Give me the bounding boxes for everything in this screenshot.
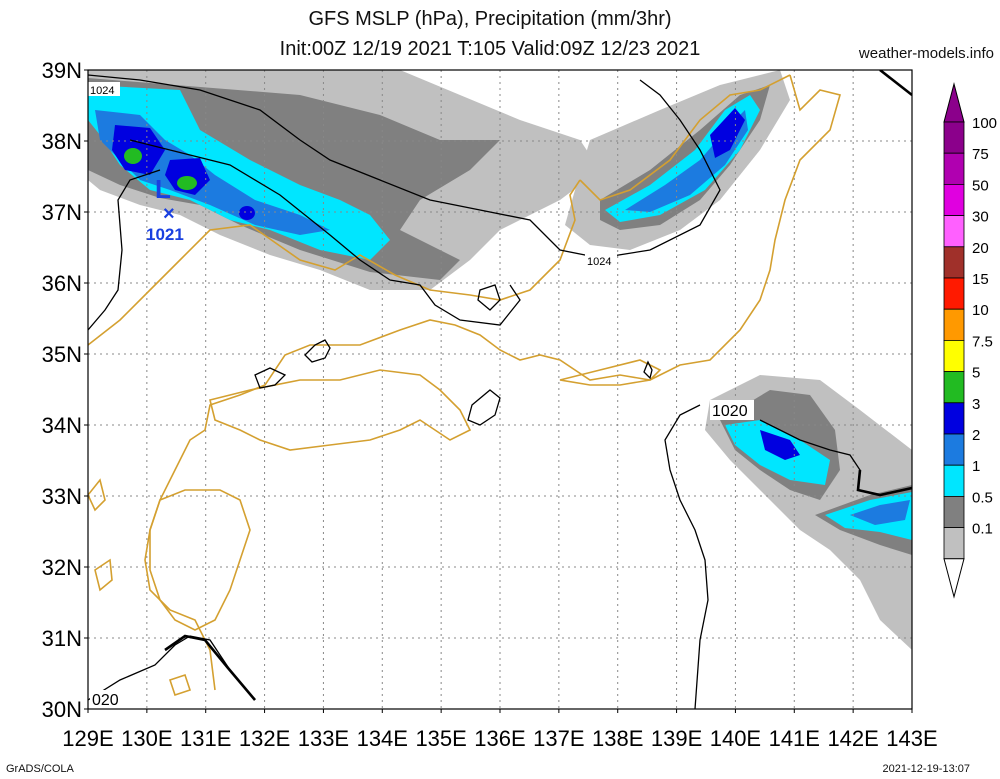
lat-label: 33N [42,484,82,509]
low-marker-icon: × [163,203,175,225]
low-symbol: L [155,174,171,204]
legend-swatch [943,464,965,497]
coastlines [88,74,841,697]
lon-label: 131E [180,726,231,751]
legend-label: 50 [972,177,989,194]
map-subtitle: Init:00Z 12/19 2021 T:105 Valid:09Z 12/2… [279,38,701,60]
legend-label: 7.5 [972,333,993,350]
legend-label: 75 [972,146,989,163]
lon-label: 141E [769,726,820,751]
lon-label: 142E [827,726,878,751]
precip-legend: 100 75 50 30 20 15 10 7.5 5 3 2 1 0.5 0.1 [943,82,997,599]
legend-label: 20 [972,240,989,257]
lon-label: 130E [121,726,172,751]
legend-swatch [943,527,965,560]
svg-text:1024: 1024 [587,256,611,268]
lon-label: 134E [357,726,408,751]
lon-label: 137E [533,726,584,751]
lon-label: 133E [298,726,349,751]
lat-label: 36N [42,271,82,296]
precip-ne-3 [710,108,745,158]
lat-label: 32N [42,555,82,580]
legend-label: 5 [972,365,980,382]
footer-credit: GrADS/COLA [6,763,74,775]
longitude-labels: 129E 130E 131E 132E 133E 134E 135E 136E 137E 138E… [62,709,938,751]
legend-swatch [943,339,965,372]
precip-nw-5 [124,148,142,164]
lat-label: 34N [42,413,82,438]
legend-bottom-arrow [943,558,965,599]
legend-swatch [943,495,965,528]
legend-swatch [943,433,965,466]
lon-label: 138E [592,726,643,751]
legend-label: 1 [972,458,980,475]
isobar-label-center: 1024 [585,253,617,268]
lon-label: 140E [710,726,761,751]
legend-top-arrow [943,82,965,123]
legend-swatch [943,277,965,310]
legend-swatch [943,371,965,404]
lat-label: 38N [42,129,82,154]
legend-label: 100 [972,115,997,132]
svg-text:1020: 1020 [712,403,748,420]
precip-layer [88,70,912,650]
legend-swatch [943,183,965,216]
legend-label: 15 [972,271,989,288]
isobar-bold [164,70,912,701]
legend-swatch [943,246,965,279]
lon-label: 129E [62,726,113,751]
lon-label: 135E [415,726,466,751]
lon-label: 143E [886,726,937,751]
svg-text:1024: 1024 [90,85,114,97]
precip-nw-1 [88,85,390,260]
legend-swatch [943,402,965,435]
legend-label: 2 [972,427,980,444]
legend-swatch [943,152,965,185]
legend-label: 0.1 [972,521,993,538]
precip-se-3 [760,430,800,460]
lat-label: 30N [42,697,82,722]
legend-label: 3 [972,396,980,413]
precip-nw-3c [239,206,255,220]
low-pressure-center: L × 1021 [146,174,184,244]
lat-label: 37N [42,200,82,225]
latitude-labels: 39N 38N 37N 36N 35N 34N 33N 32N 31N 30N [42,58,88,722]
lat-label: 31N [42,626,82,651]
legend-label: 10 [972,302,989,319]
lat-label: 35N [42,342,82,367]
legend-swatch [943,215,965,248]
precip-se-e-2 [850,500,910,525]
precip-nw-5b [177,176,197,190]
legend-swatch [943,308,965,341]
isobar-label-nw: 1024 [88,82,120,97]
legend-label: 30 [972,209,989,226]
lon-label: 136E [474,726,525,751]
legend-swatch [943,121,965,154]
isobar-label-east: 1020 [710,400,754,420]
isobar-label-sw: 020 [90,690,130,709]
legend-label: 0.5 [972,489,993,506]
lon-label: 132E [239,726,290,751]
footer-timestamp: 2021-12-19-13:07 [882,763,970,775]
lat-label: 39N [42,58,82,83]
svg-text:020: 020 [92,692,119,709]
lon-label: 139E [651,726,702,751]
graticule [88,70,912,709]
map-title: GFS MSLP (hPa), Precipitation (mm/3hr) [308,8,672,30]
site-credit: weather-models.info [858,45,994,62]
low-pressure-value: 1021 [146,225,184,244]
